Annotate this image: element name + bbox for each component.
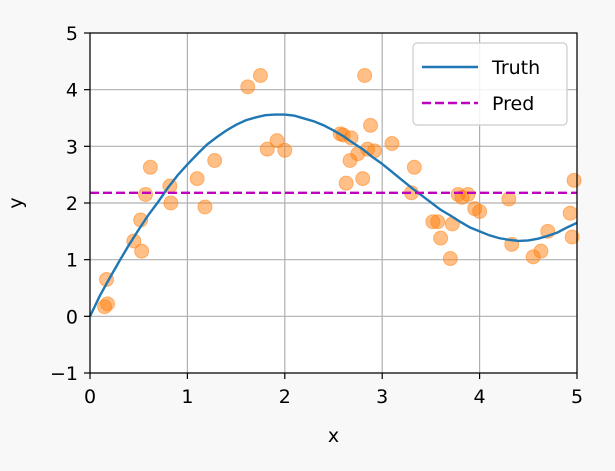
data-point-11 bbox=[197, 199, 213, 215]
legend-box bbox=[412, 42, 568, 126]
data-point-5 bbox=[134, 243, 150, 259]
x-tick-label-2: 2 bbox=[279, 386, 291, 408]
x-axis-label: x bbox=[328, 425, 339, 447]
x-tick-label-5: 5 bbox=[571, 386, 583, 408]
data-point-27 bbox=[363, 117, 379, 133]
data-point-9 bbox=[163, 195, 179, 211]
data-point-7 bbox=[142, 159, 158, 175]
x-tick-label-4: 4 bbox=[474, 386, 486, 408]
y-tick-label-5: 4 bbox=[66, 80, 78, 102]
data-point-34 bbox=[433, 230, 449, 246]
data-point-20 bbox=[338, 175, 354, 191]
ticks: 0 1 2 3 4 5 −1 0 1 2 3 4 5 bbox=[50, 23, 583, 408]
truth-line bbox=[88, 113, 578, 317]
data-point-35 bbox=[442, 251, 458, 267]
data-point-33 bbox=[430, 214, 446, 230]
data-point-14 bbox=[252, 68, 268, 83]
y-axis-label: y bbox=[5, 197, 27, 208]
data-point-17 bbox=[277, 142, 293, 158]
data-point-49 bbox=[566, 172, 582, 188]
data-point-45 bbox=[533, 243, 549, 259]
x-tick-label-3: 3 bbox=[376, 386, 388, 408]
data-point-12 bbox=[207, 153, 223, 168]
data-point-42 bbox=[501, 191, 517, 207]
plot-content bbox=[88, 68, 582, 317]
data-point-25 bbox=[357, 68, 373, 83]
y-tick-label-1: 0 bbox=[66, 306, 78, 328]
y-tick-label-2: 1 bbox=[66, 250, 78, 272]
y-tick-label-4: 3 bbox=[66, 136, 78, 158]
data-point-6 bbox=[138, 187, 154, 202]
legend: Truth Pred bbox=[412, 42, 568, 126]
x-tick-label-0: 0 bbox=[84, 386, 96, 408]
legend-truth-label: Truth bbox=[491, 57, 540, 79]
legend-pred-label: Pred bbox=[492, 93, 534, 115]
data-point-48 bbox=[564, 229, 580, 245]
data-point-39 bbox=[460, 187, 476, 202]
y-tick-label-6: 5 bbox=[66, 23, 78, 45]
data-point-2 bbox=[100, 296, 116, 312]
data-point-10 bbox=[189, 171, 205, 187]
x-tick-label-1: 1 bbox=[181, 386, 193, 408]
y-tick-label-0: −1 bbox=[50, 363, 78, 385]
y-tick-label-3: 2 bbox=[66, 193, 78, 215]
data-point-47 bbox=[562, 205, 578, 221]
data-point-29 bbox=[384, 136, 400, 151]
data-point-41 bbox=[472, 204, 488, 219]
data-point-13 bbox=[240, 79, 256, 95]
data-point-24 bbox=[355, 171, 371, 187]
data-point-15 bbox=[259, 141, 275, 157]
data-point-31 bbox=[406, 159, 422, 175]
